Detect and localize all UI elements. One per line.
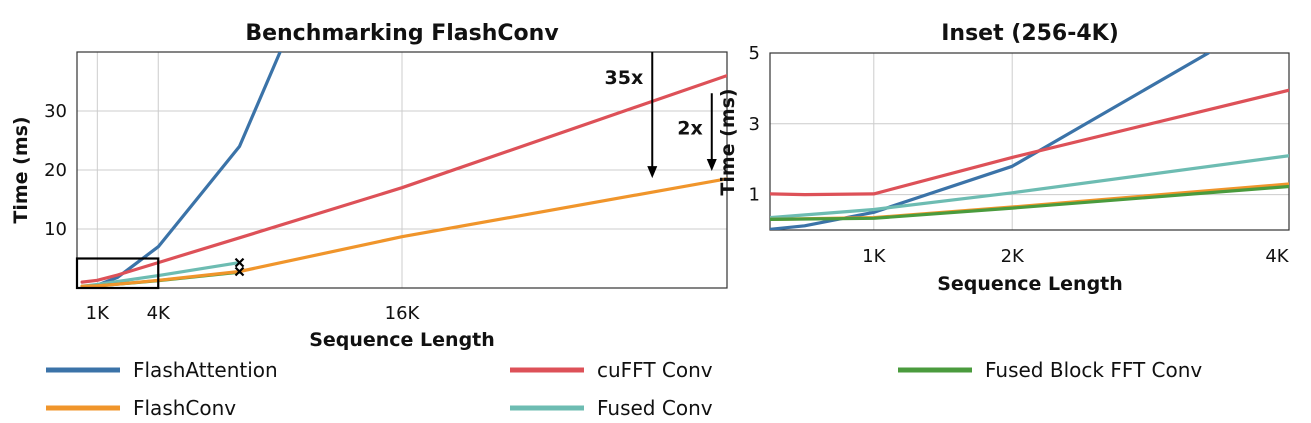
legend: FlashAttention cuFFT Conv Fused Block FFT … <box>46 358 1202 420</box>
y-tick-label-main-1: 20 <box>44 160 67 181</box>
series-line-inset-cufft-conv <box>770 88 1289 197</box>
legend-item-flashconv: FlashConv <box>46 396 236 420</box>
series-line-inset-fused-block-fft-conv <box>770 184 1289 221</box>
chart-inset: 1K 2K 4K 1 3 5 Inset (256-4K) Sequence Length Ti… <box>717 21 1290 295</box>
legend-item-flashattention: FlashAttention <box>46 358 278 382</box>
x-axis-label-inset: Sequence Length <box>937 273 1123 295</box>
x-tick-label-inset-2: 4K <box>1265 246 1289 267</box>
speedup-arrow-1 <box>706 93 717 171</box>
speedup-label-1: 2x <box>677 117 702 139</box>
y-axis-label-inset: Time (ms) <box>717 88 739 195</box>
y-axis-label-main: Time (ms) <box>10 116 32 223</box>
legend-label-flashconv: FlashConv <box>133 396 236 419</box>
y-tick-label-main-0: 10 <box>44 219 67 240</box>
end-marker-1 <box>234 266 245 277</box>
y-tick-label-inset-2: 5 <box>749 43 760 64</box>
chart-title-main: Benchmarking FlashConv <box>245 21 559 46</box>
series-line-main-cufft-conv <box>80 73 727 284</box>
legend-label-fused-block-fft-conv: Fused Block FFT Conv <box>985 358 1202 382</box>
legend-item-fused-conv: Fused Conv <box>510 396 713 420</box>
legend-label-fused-conv: Fused Conv <box>597 396 713 419</box>
legend-label-flashattention: FlashAttention <box>133 358 278 382</box>
x-tick-label-main-1: 4K <box>147 303 171 324</box>
chart-benchmarking-flashconv: 1K 4K 16K 10 20 30 Benchmarking FlashConv Seque… <box>10 21 728 351</box>
series-line-inset-flashattention <box>770 53 1211 230</box>
x-tick-label-inset-0: 1K <box>862 246 886 267</box>
speedup-arrow-0 <box>647 52 658 179</box>
legend-item-cufft-conv: cuFFT Conv <box>510 358 713 382</box>
y-tick-label-main-2: 30 <box>44 101 67 122</box>
x-tick-label-inset-1: 2K <box>1001 246 1025 267</box>
y-tick-label-inset-1: 3 <box>749 114 760 135</box>
legend-item-fused-block-fft-conv: Fused Block FFT Conv <box>898 358 1202 382</box>
plot-frame-inset <box>769 52 1290 231</box>
chart-title-inset: Inset (256-4K) <box>941 21 1119 46</box>
series-line-main-flashconv <box>80 177 727 288</box>
end-marker-0 <box>234 257 245 268</box>
speedup-label-0: 35x <box>605 67 644 89</box>
legend-label-cufft-conv: cuFFT Conv <box>597 358 713 382</box>
x-axis-label-main: Sequence Length <box>309 329 495 351</box>
inset-region-box <box>75 257 160 290</box>
plot-frame-main <box>76 51 728 289</box>
x-tick-label-main-2: 16K <box>385 303 421 324</box>
x-tick-label-main-0: 1K <box>86 303 110 324</box>
y-tick-label-inset-0: 1 <box>749 185 760 206</box>
series-line-inset-fused-conv <box>770 154 1289 220</box>
